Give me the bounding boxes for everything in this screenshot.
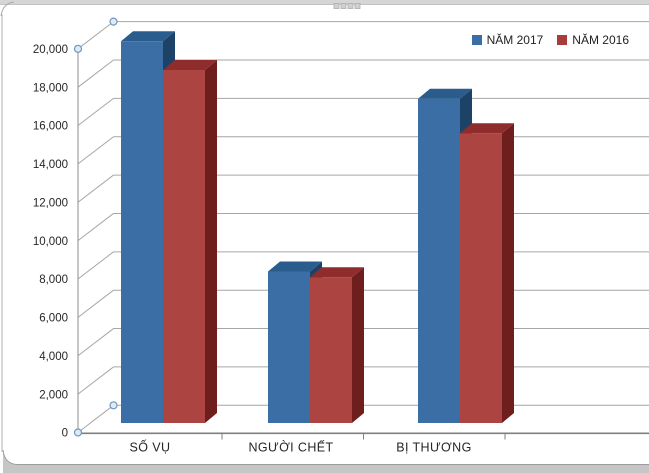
gridline-depth xyxy=(77,136,114,165)
legend-label-2017: NĂM 2017 xyxy=(486,33,544,47)
y-axis-label: 14,000 xyxy=(33,159,68,171)
bar-2016-so-vu[interactable] xyxy=(163,69,205,423)
gridline-depth xyxy=(77,289,114,318)
gridline-depth xyxy=(77,404,114,433)
plot-area: 0 2,000 4,000 6,000 8,000 10,000 12,000 14,000 1… xyxy=(33,17,649,455)
y-axis-label: 2,000 xyxy=(39,389,68,401)
page-corner-curl-top xyxy=(0,1,15,17)
bottom-border-edge xyxy=(2,449,649,465)
bar-2017-so-vu[interactable] xyxy=(121,41,163,423)
gridline-depth xyxy=(77,213,114,242)
bar-2016-so-vu-top[interactable] xyxy=(163,59,217,70)
selection-handle[interactable] xyxy=(109,401,118,410)
y-axis-label: 6,000 xyxy=(39,313,68,325)
bar-2016-nguoi-chet[interactable] xyxy=(310,277,352,423)
legend-item-2016[interactable]: NĂM 2016 xyxy=(557,33,629,47)
y-axis-label: 8,000 xyxy=(39,274,68,286)
gridline-depth xyxy=(77,366,114,395)
gridline-depth xyxy=(77,251,114,280)
bar-2017-so-vu-top[interactable] xyxy=(121,31,175,42)
y-axis-label: 16,000 xyxy=(33,121,68,133)
legend-swatch-2016 xyxy=(557,35,568,45)
x-axis-label-so-vu: SỐ VỤ xyxy=(130,440,171,455)
bar-2016-bi-thuong[interactable] xyxy=(460,133,502,423)
gridline-depth xyxy=(77,97,114,126)
x-axis-label-bi-thuong: BỊ THƯƠNG xyxy=(396,441,471,455)
bar-2017-bi-thuong[interactable] xyxy=(418,98,460,423)
gridline-depth xyxy=(77,174,114,203)
y-axis-label: 10,000 xyxy=(33,236,68,248)
drag-handle-dots-icon[interactable] xyxy=(333,3,361,9)
y-axis-label: 12,000 xyxy=(33,197,68,209)
y-axis-label: 18,000 xyxy=(33,82,68,94)
selection-handle[interactable] xyxy=(73,44,83,53)
selection-handle[interactable] xyxy=(73,428,83,437)
y-axis-label: 0 xyxy=(62,428,68,440)
legend-swatch-2017 xyxy=(471,35,482,45)
gridline-depth xyxy=(77,59,114,88)
legend-label-2016: NĂM 2016 xyxy=(572,33,629,47)
y-axis-label: 4,000 xyxy=(39,351,68,363)
y-axis-label: 20,000 xyxy=(33,44,68,56)
selection-handle[interactable] xyxy=(109,17,118,26)
bar-2016-nguoi-chet-side[interactable] xyxy=(352,267,364,423)
legend-item-2017[interactable]: NĂM 2017 xyxy=(471,33,544,47)
x-axis-label-nguoi-chet: NGƯỜI CHẾT xyxy=(248,440,333,455)
bottom-border-strip xyxy=(3,450,649,473)
bar-2016-bi-thuong-top[interactable] xyxy=(460,123,514,134)
top-border-strip xyxy=(0,0,649,5)
bar-2016-so-vu-side[interactable] xyxy=(205,59,217,423)
gridline-depth xyxy=(77,328,114,357)
bar-2017-nguoi-chet-top[interactable] xyxy=(268,261,322,272)
bar-2017-bi-thuong-top[interactable] xyxy=(418,88,472,99)
bar-2016-bi-thuong-side[interactable] xyxy=(502,123,514,423)
bar-2017-nguoi-chet[interactable] xyxy=(268,271,310,423)
gridline-depth xyxy=(77,21,114,50)
bar-2016-nguoi-chet-top[interactable] xyxy=(310,267,364,278)
legend: NĂM 2017 NĂM 2016 xyxy=(471,33,629,47)
